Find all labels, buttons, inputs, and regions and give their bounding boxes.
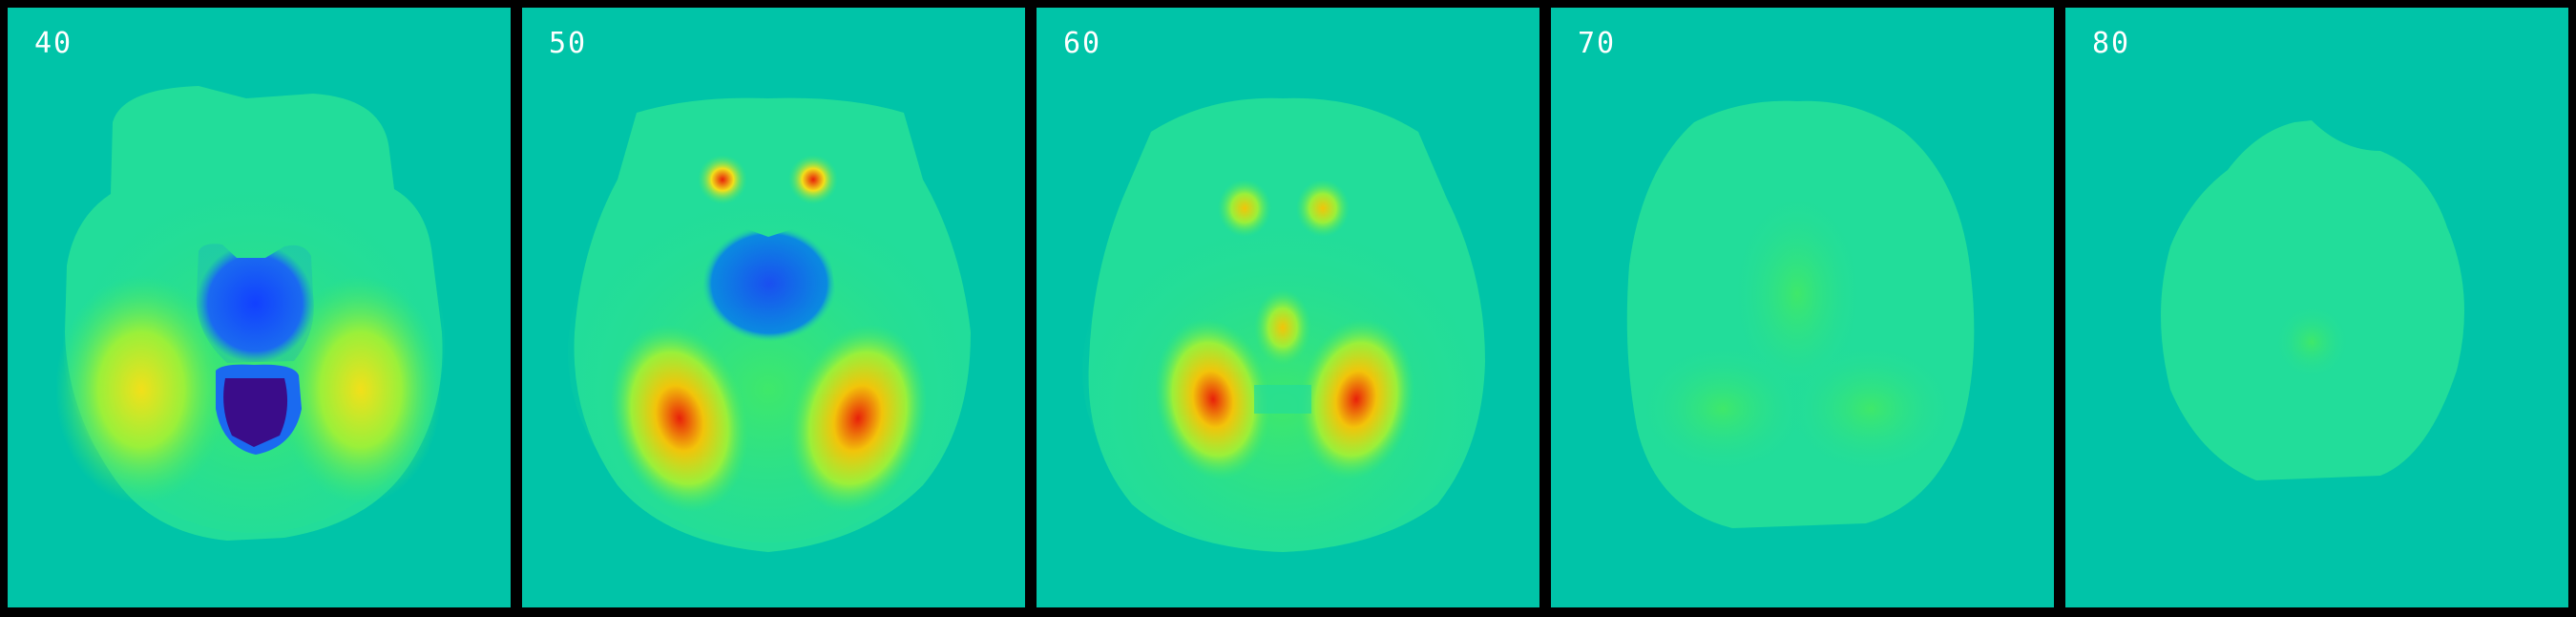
slice-label: 40	[34, 27, 73, 60]
slice-image-60	[1037, 8, 1539, 607]
slice-panel-70: 70	[1551, 8, 2054, 607]
slice-label: 70	[1578, 27, 1617, 60]
slice-panel-80: 80	[2065, 8, 2568, 607]
slice-panel-50: 50	[522, 8, 1025, 607]
slice-panel-60: 60	[1037, 8, 1539, 607]
slice-image-40	[8, 8, 511, 607]
slice-panel-40: 40	[8, 8, 511, 607]
slice-image-50	[522, 8, 1025, 607]
slice-label: 60	[1063, 27, 1102, 60]
slice-label: 50	[549, 27, 588, 60]
slice-label: 80	[2092, 27, 2131, 60]
slice-image-80	[2065, 8, 2568, 607]
slice-image-70	[1551, 8, 2054, 607]
